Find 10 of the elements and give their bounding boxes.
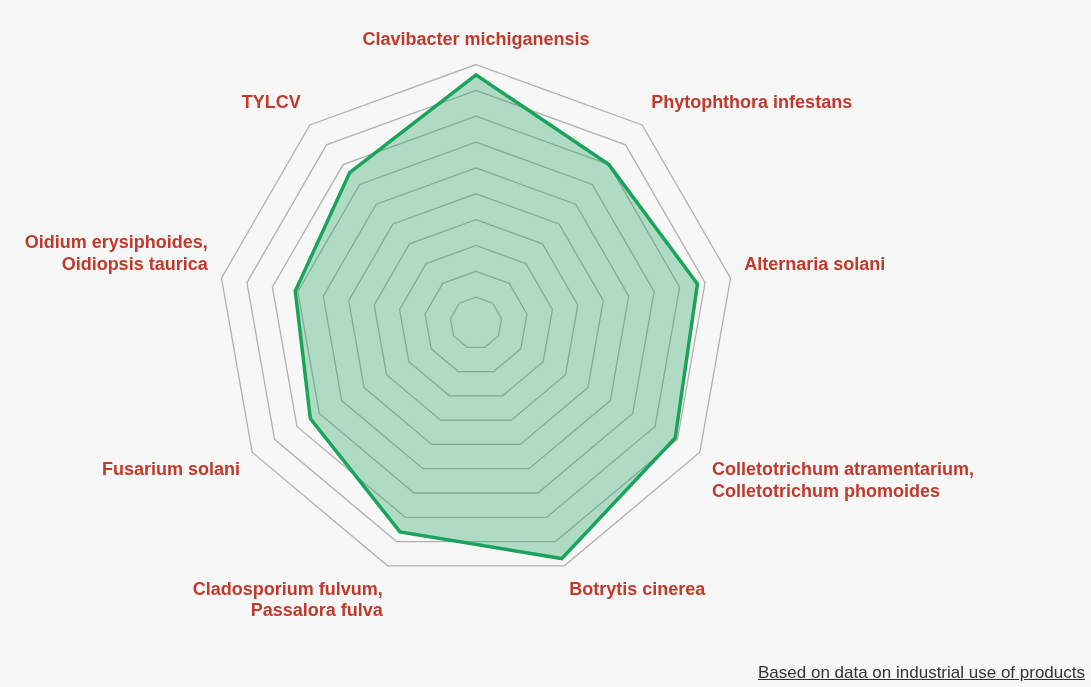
spoke-label: Cladosporium fulvum, Passalora fulva	[192, 578, 384, 621]
spoke-label: Clavibacter michiganensis	[362, 28, 590, 49]
text: Based on data on industrial use of products	[758, 663, 1085, 683]
spoke-label: Botrytis cinerea	[569, 578, 707, 599]
spoke-label: Alternaria solani	[744, 253, 886, 274]
spoke-label: Oidium erysiphoides, Oidiopsis taurica	[24, 232, 209, 274]
spoke-label: TYLCV	[241, 92, 301, 113]
spoke-label: Fusarium solani	[102, 459, 241, 479]
spoke-label: Colletotrichum atramentarium, Colletotrichum phomoides	[711, 459, 974, 501]
spoke-label: Phytophthora infestans	[651, 92, 853, 113]
